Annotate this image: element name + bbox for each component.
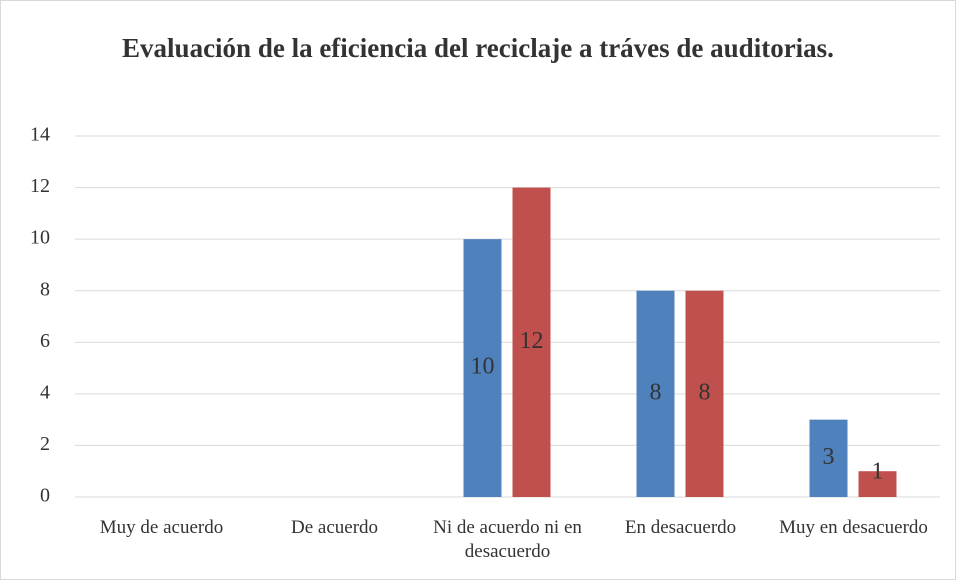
title-box: Evaluación de la eficiencia del reciclaj… (122, 33, 834, 63)
bar (463, 239, 502, 497)
data-label: 10 (471, 354, 495, 380)
y-tick-label: 12 (30, 175, 50, 197)
data-label: 3 (823, 444, 835, 470)
y-tick-label: 4 (40, 381, 50, 403)
data-label: 8 (699, 379, 711, 405)
y-tick-label: 0 (40, 485, 50, 507)
data-label: 8 (650, 379, 662, 405)
chart-title: Evaluación de la eficiencia del reciclaj… (122, 33, 834, 63)
data-label: 12 (520, 328, 544, 354)
bar (809, 419, 848, 497)
bar (512, 187, 551, 498)
y-tick-label: 2 (40, 433, 50, 455)
data-label: 1 (872, 459, 884, 485)
x-tick-label: En desacuerdo (624, 517, 737, 538)
x-tick-label: De acuerdo (290, 517, 379, 538)
y-tick-label: 10 (30, 227, 50, 249)
bar (636, 290, 675, 497)
y-tick-label: 8 (40, 278, 50, 300)
y-tick-label: 14 (30, 124, 50, 146)
x-tick-label: Ni de acuerdo ni en desacuerdo (433, 517, 582, 562)
y-tick-label: 6 (40, 330, 50, 352)
x-tick-label: Muy de acuerdo (99, 517, 224, 538)
bar (685, 290, 724, 497)
x-tick-label: Muy en desacuerdo (779, 517, 928, 538)
bar (858, 471, 897, 497)
